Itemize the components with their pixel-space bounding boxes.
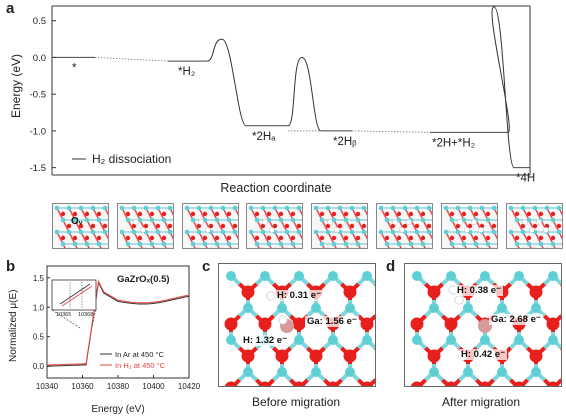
x-axis-label: Energy (eV) (91, 404, 144, 415)
state-label-2: *2Hₐ (252, 131, 276, 143)
x-tick-label: 10380 (107, 382, 130, 391)
y-tick-label: 0.0 (33, 53, 46, 64)
y-tick-label: -1.0 (30, 126, 46, 137)
barrier-1 (206, 38, 247, 127)
legend-h2-label: In H₂ at 450 °C (115, 361, 166, 370)
energy-profile-chart: 0.5 0.0 -0.5 -1.0 -1.5 * *H₂ *2Hₐ *2Hᵦ *2H+*H₂ *4… (9, 5, 535, 195)
after-migration-structure: H: 0.38 e⁻ Ga: 2.68 e⁻ H: 0.42 e⁻ (404, 263, 562, 387)
structure-thumbnail-8 (506, 203, 563, 249)
state-label-5: *4H (516, 173, 535, 185)
ga-charge-label: Ga: 1.56 e⁻ (305, 316, 359, 327)
structure-thumbnail-3 (182, 203, 239, 249)
h-charge-label-top: H: 0.38 e⁻ (455, 285, 504, 296)
x-tick-label: 10360 (71, 382, 94, 391)
ov-vacancy-label: Oᵥ (71, 216, 83, 227)
structure-thumbnail-2 (117, 203, 174, 249)
after-migration-caption: After migration (442, 395, 521, 409)
y-tick-label: 0.5 (33, 333, 45, 342)
y-tick-label: 0.0 (33, 362, 45, 371)
panel-d-letter: d (386, 258, 396, 275)
barrier-3 (491, 6, 515, 169)
x-tick-label: 10340 (36, 382, 59, 391)
legend-ar-label: In Ar at 450 °C (115, 350, 164, 359)
structure-thumbnail-5 (311, 203, 368, 249)
structure-thumbnail-7 (441, 203, 498, 249)
structure-thumbnail-6 (376, 203, 433, 249)
ga-atom (478, 319, 492, 333)
y-tick-label: -1.5 (30, 163, 46, 174)
ga-charge-label: Ga: 2.68 e⁻ (489, 314, 543, 325)
panel-b-letter: b (6, 258, 16, 275)
barrier-2 (287, 56, 322, 132)
state-label-4: *2H+*H₂ (432, 137, 475, 149)
h-atom (278, 315, 288, 325)
h-charge-label-top: H: 0.31 e⁻ (275, 290, 324, 301)
h-atom (454, 295, 464, 305)
before-migration-structure: H: 0.31 e⁻ Ga: 1.56 e⁻ H: 1.32 e⁻ (218, 263, 376, 387)
structure-thumbnail-1: Oᵥ (52, 203, 109, 249)
x-axis-label: Reaction coordinate (220, 181, 331, 195)
series-h2-line (47, 279, 190, 366)
panel-a-letter: a (6, 0, 15, 17)
y-tick-label: 1.0 (33, 303, 45, 312)
panel-c-letter: c (202, 258, 211, 275)
h-atom (266, 291, 276, 301)
connector-2 (351, 130, 431, 133)
x-tick-label: 10420 (178, 382, 200, 391)
y-axis-label: Normalized μ(E) (8, 290, 19, 362)
h-charge-label-bottom: H: 1.32 e⁻ (241, 335, 290, 346)
y-tick-label: 0.5 (33, 16, 46, 27)
x-tick-label: 10400 (142, 382, 165, 391)
series-ar-line (47, 280, 190, 367)
before-migration-caption: Before migration (252, 395, 341, 409)
state-label-0: * (72, 62, 77, 74)
legend-label: H₂ dissociation (92, 152, 171, 166)
inset-tick-1: 10365 (56, 312, 71, 318)
y-tick-label: -0.5 (30, 90, 46, 101)
y-axis-label: Energy (eV) (9, 54, 23, 118)
inset-tick-2: 10368 (78, 312, 93, 318)
chart-title: GaZrOₓ(0.5) (117, 274, 170, 285)
state-label-3: *2Hᵦ (333, 136, 357, 148)
state-label-1: *H₂ (178, 66, 195, 78)
y-tick-label: 1.5 (33, 274, 45, 283)
xanes-chart: 10340 10360 10380 10400 10420 1.5 1.0 0.5 0.0 10… (8, 265, 200, 415)
connector-0 (94, 57, 169, 62)
h-charge-label-bottom: H: 0.42 e⁻ (459, 349, 508, 360)
structure-thumbnail-4 (246, 203, 303, 249)
